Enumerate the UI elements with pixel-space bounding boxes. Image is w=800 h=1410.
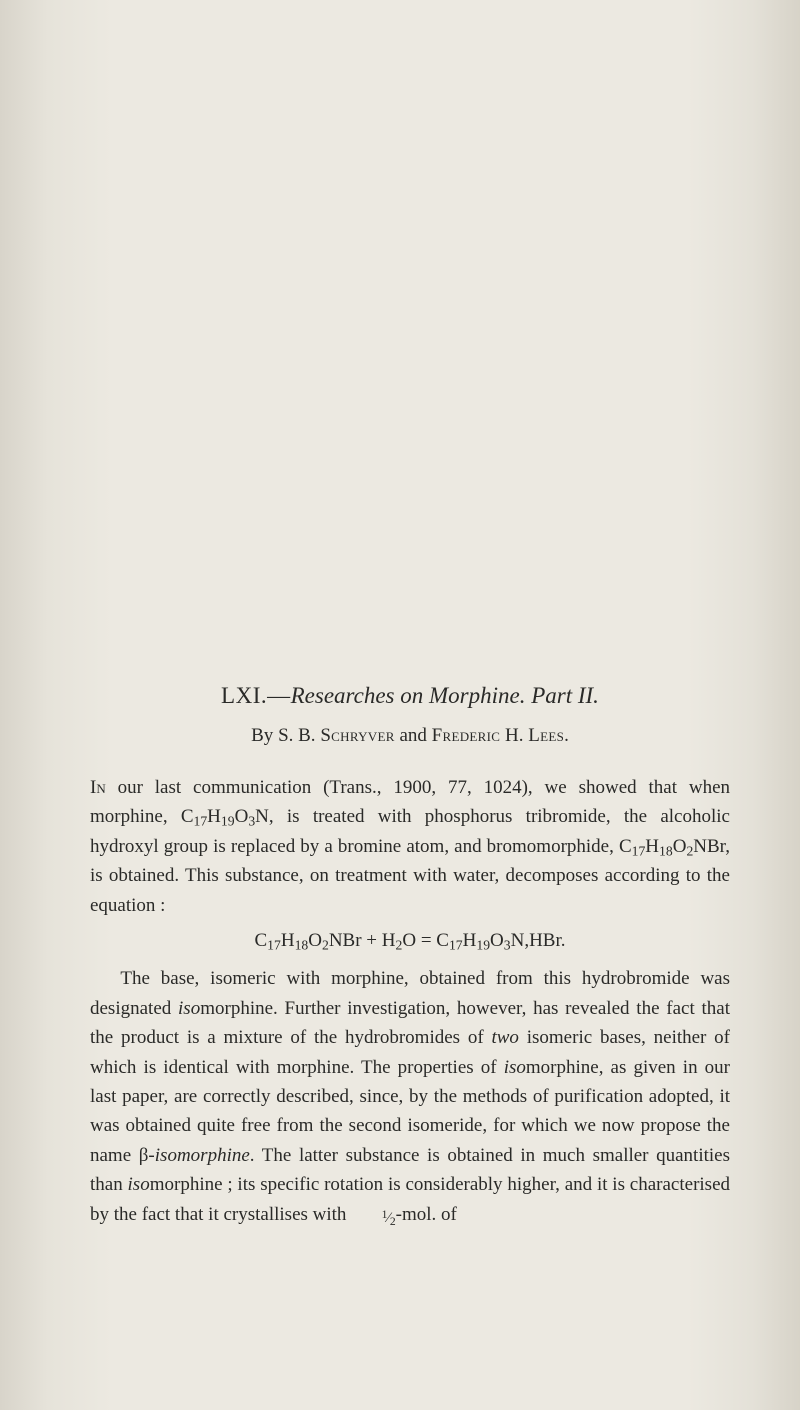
eq-c: O (308, 930, 322, 951)
p2-beta: β- (139, 1145, 155, 1166)
article-title: LXI.—Researches on Morphine. Part II. (90, 680, 730, 711)
p2-two: two (491, 1027, 518, 1048)
eq-s2a: 2 (322, 938, 329, 953)
eq-d: NBr + H (329, 930, 396, 951)
blank-area (90, 0, 730, 680)
eq-s3: 3 (504, 938, 511, 953)
byline: By S. B. Schryver and Frederic H. Lees. (90, 725, 730, 747)
byline-by: By (251, 725, 278, 746)
p2-morph: morphine (177, 1145, 250, 1166)
title-main: Researches on Morphine. (291, 683, 526, 708)
eq-e: O = C (402, 930, 449, 951)
author2-middle: H. (500, 725, 528, 746)
eq-b: H (281, 930, 295, 951)
paragraph-1: In our last communication (Trans., 1900,… (90, 773, 730, 920)
p2-g: -mol. of (396, 1204, 457, 1225)
sub-17b: 17 (632, 843, 646, 858)
paragraph-2: The base, isomeric with morphine, obtain… (90, 964, 730, 1231)
p1-text-f: H (645, 836, 659, 857)
p2-iso4: iso (128, 1174, 150, 1195)
byline-and: and (395, 725, 432, 746)
p1-text-d: O (235, 806, 249, 827)
eq-s17b: 17 (449, 938, 463, 953)
opening-word: In (90, 777, 106, 798)
byline-period: . (564, 725, 569, 746)
author1-surname: Schryver (320, 725, 394, 746)
equation: C17H18O2NBr + H2O = C17H19O3N,HBr. (90, 930, 730, 952)
p1-text-c: H (207, 806, 221, 827)
title-part: Part II. (525, 683, 598, 708)
eq-s17a: 17 (267, 938, 281, 953)
sub-19: 19 (221, 814, 235, 829)
author2-first: Frederic (432, 725, 501, 746)
eq-h: N,HBr. (511, 930, 566, 951)
eq-s19: 19 (476, 938, 490, 953)
sub-18: 18 (659, 843, 673, 858)
eq-s18a: 18 (295, 938, 309, 953)
frac-den: 2 (390, 1215, 396, 1228)
half-fraction: 1∕2 (351, 1205, 395, 1231)
p2-iso1: iso (178, 998, 200, 1019)
sub-17: 17 (194, 814, 208, 829)
author1-initials: S. B. (278, 725, 320, 746)
p1-text-g: O (673, 836, 687, 857)
page: LXI.—Researches on Morphine. Part II. By… (0, 0, 800, 1410)
title-number: LXI.— (221, 683, 291, 708)
p2-iso2: iso (504, 1057, 526, 1078)
p2-iso3: iso (155, 1145, 177, 1166)
author2-surname: Lees (528, 725, 564, 746)
eq-f: H (463, 930, 477, 951)
eq-g: O (490, 930, 504, 951)
eq-a: C (254, 930, 267, 951)
